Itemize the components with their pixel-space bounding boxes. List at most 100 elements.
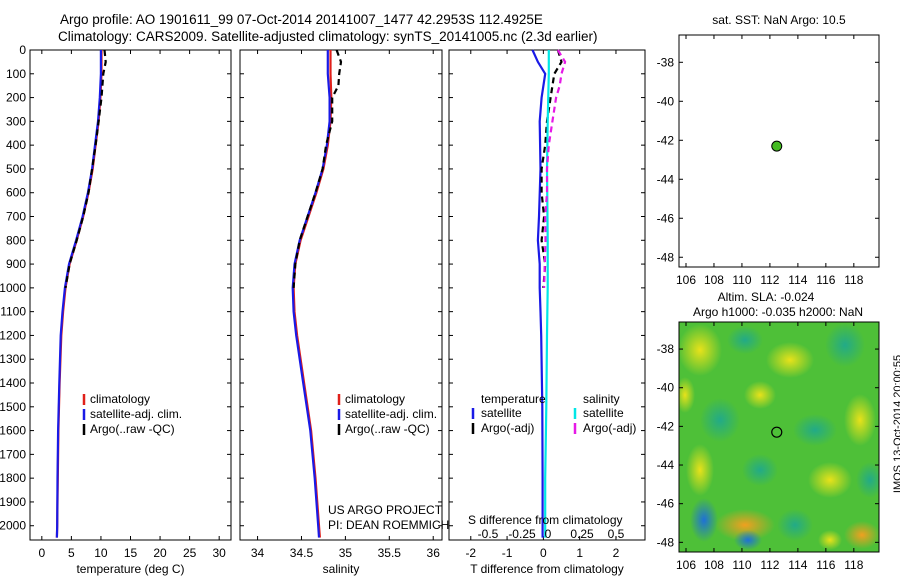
y-tick-label: 0: [19, 43, 26, 57]
y-tick-label: -40: [657, 381, 675, 395]
y-tick-label: -40: [657, 94, 675, 108]
y-tick-label: 500: [6, 162, 26, 176]
sst-map-title: sat. SST: NaN Argo: 10.5: [712, 13, 846, 27]
sla-map-panel: 106 108 110 112 114 116 118 -38 -40 -42 -44 -46 -48 A…: [657, 290, 880, 572]
top-axis-tick-label: -0.25: [508, 527, 536, 541]
x-tick-label: 116: [816, 558, 835, 572]
y-tick-label: 1000: [0, 281, 26, 295]
difference-panel: -2 -1 0 1 2 T difference from climatology temp…: [448, 49, 646, 576]
legend-header-salinity: salinity: [583, 392, 620, 406]
x-tick-label: 35: [339, 546, 353, 560]
legend-header-temperature: temperature: [481, 392, 546, 406]
series-line-3: [544, 50, 550, 538]
y-tick-label: 1300: [0, 352, 26, 366]
y-tick-label: 1400: [0, 376, 26, 390]
y-tick-label: 1800: [0, 471, 26, 485]
series-line-1: [531, 49, 547, 538]
y-tick-label: -42: [657, 419, 675, 433]
y-tick-label: 1600: [0, 424, 26, 438]
x-tick-label: 5: [68, 546, 75, 560]
argo-float-marker: [771, 140, 783, 152]
y-tick-label: -46: [657, 497, 675, 511]
timestamp-label: IMOS 13-Oct-2014 20:00:55: [892, 354, 900, 494]
y-tick-label: 300: [6, 114, 26, 128]
legend-label: satellite: [583, 406, 624, 420]
series-line-3: [64, 49, 107, 289]
x-tick-label: 108: [704, 273, 724, 287]
x-tick-label: 116: [816, 273, 835, 287]
x-tick-label: 106: [676, 273, 696, 287]
legend-label: Argo(-adj): [583, 421, 636, 435]
y-tick-label: 800: [6, 233, 26, 247]
y-tick-label: 1500: [0, 400, 26, 414]
series-line-3: [292, 49, 343, 288]
x-tick-label: 36: [427, 546, 441, 560]
y-tick-label: -38: [657, 342, 675, 356]
x-tick-label: 110: [732, 273, 751, 287]
x-tick-label: 34.5: [290, 546, 314, 560]
y-tick-label: 1100: [0, 305, 26, 319]
y-tick-label: -44: [657, 458, 675, 472]
top-axis-label: S difference from climatology: [468, 513, 623, 527]
x-tick-label: 0: [540, 546, 547, 560]
map-frame: [678, 321, 880, 553]
y-tick-label: 1900: [0, 495, 26, 509]
top-axis-tick-label: 0.5: [608, 527, 625, 541]
plot-frame: [29, 49, 232, 541]
temperature-panel: 0100200300400500600700800900100011001200…: [0, 43, 232, 576]
plot-frame: [448, 49, 646, 541]
figure-title-line2: Climatology: CARS2009. Satellite-adjuste…: [58, 29, 598, 44]
legend-label: Argo(..raw -QC): [345, 422, 430, 436]
y-tick-label: 900: [6, 257, 26, 271]
y-tick-label: -48: [657, 250, 675, 264]
y-tick-label: 100: [6, 67, 26, 81]
y-tick-label: 1700: [0, 447, 26, 461]
x-tick-label: 15: [124, 546, 138, 560]
x-tick-label: 114: [788, 273, 807, 287]
x-tick-label: 106: [676, 558, 696, 572]
series-line-2: [55, 50, 103, 538]
y-tick-label: -44: [657, 172, 675, 186]
x-tick-label: 34: [251, 546, 265, 560]
x-tick-label: -2: [465, 546, 476, 560]
y-tick-label: 700: [6, 210, 26, 224]
x-axis-label: salinity: [323, 562, 360, 576]
series-line-2: [540, 49, 563, 288]
y-tick-label: -38: [657, 55, 675, 69]
y-tick-label: -48: [657, 535, 675, 549]
credit-project: US ARGO PROJECT: [328, 503, 443, 517]
y-tick-label: 400: [6, 138, 26, 152]
x-tick-label: 118: [844, 273, 863, 287]
y-tick-label: 600: [6, 186, 26, 200]
legend-label: satellite: [481, 406, 522, 420]
x-tick-label: 0: [38, 546, 45, 560]
credit-pi: PI: DEAN ROEMMICH: [328, 518, 449, 532]
legend-label: satellite-adj. clim.: [90, 407, 182, 421]
x-tick-label: 1: [576, 546, 583, 560]
sst-map-panel: 106 108 110 112 114 116 118 -38 -40 -42 -44 -46 -48 s…: [657, 13, 880, 287]
x-tick-label: 20: [153, 546, 167, 560]
y-tick-label: 2000: [0, 519, 26, 533]
series-line-4: [543, 49, 567, 288]
top-axis-tick-label: 0.25: [570, 527, 594, 541]
legend-label: Argo(-adj): [481, 421, 534, 435]
y-tick-label: -46: [657, 211, 675, 225]
y-tick-label: 1200: [0, 328, 26, 342]
sla-map-title-line1: Altim. SLA: -0.024: [718, 290, 815, 304]
salinity-panel: 34 34.5 35 35.5 36 salinity climatologysatelli…: [239, 49, 449, 576]
x-tick-label: 110: [732, 558, 751, 572]
x-tick-label: 112: [760, 273, 779, 287]
top-axis-tick-label: -0.5: [478, 527, 499, 541]
series-line-2: [291, 50, 331, 538]
legend-label: satellite-adj. clim.: [345, 407, 437, 421]
x-tick-label: 2: [613, 546, 620, 560]
legend-label: climatology: [90, 392, 150, 406]
y-tick-label: 200: [6, 91, 26, 105]
x-tick-label: 118: [844, 558, 863, 572]
legend-label: Argo(..raw -QC): [90, 422, 175, 436]
x-tick-label: 30: [212, 546, 226, 560]
sla-map-title-line2: Argo h1000: -0.035 h2000: NaN: [693, 305, 863, 319]
x-tick-label: 25: [183, 546, 197, 560]
x-tick-label: 114: [788, 558, 807, 572]
figure-title-line1: Argo profile: AO 1901611_99 07-Oct-2014 …: [60, 12, 543, 27]
